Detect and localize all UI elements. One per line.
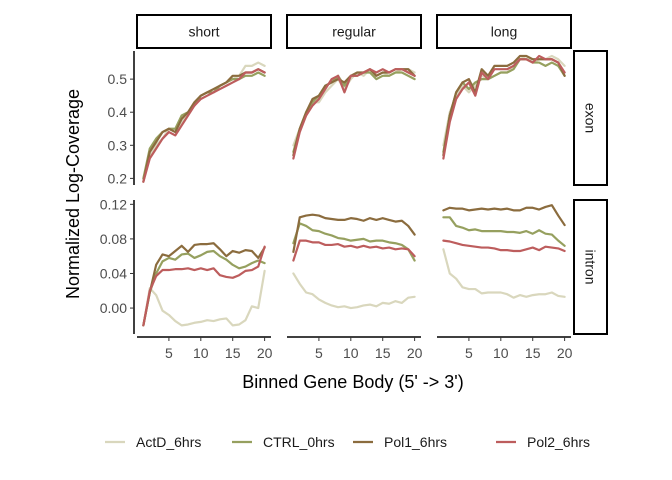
x-tick-label: 20 xyxy=(257,345,273,361)
legend-item-CTRL_0hrs: CTRL_0hrs xyxy=(232,434,335,450)
series-line-Pol2_6hrs xyxy=(442,239,566,253)
series-line-CTRL_0hrs xyxy=(442,216,566,247)
x-tick-label: 15 xyxy=(225,345,241,361)
legend-label: Pol2_6hrs xyxy=(527,434,590,450)
y-axis-intron: 0.00 0.04 0.08 0.12 xyxy=(100,196,135,334)
panel-regular-intron xyxy=(292,213,416,310)
panel-regular-exon xyxy=(292,68,416,160)
series-line-Pol2_6hrs xyxy=(442,54,566,160)
strips-layer: short regular long exon intron xyxy=(136,14,608,335)
strip-box xyxy=(573,199,608,335)
y-tick-label: 0.00 xyxy=(100,300,127,316)
y-axis-title: Normalized Log-Coverage xyxy=(63,89,83,299)
y-tick-label: 0.04 xyxy=(100,265,127,281)
strip-label-intron: intron xyxy=(583,249,599,284)
x-axis-long: 5 10 15 20 xyxy=(437,336,573,361)
panel-long-intron xyxy=(442,204,566,299)
x-tick-label: 5 xyxy=(165,345,173,361)
series-line-Pol1_6hrs xyxy=(442,204,566,227)
series-line-Pol1_6hrs xyxy=(442,54,566,157)
panel-short-intron xyxy=(142,242,266,327)
legend: ActD_6hrs CTRL_0hrs Pol1_6hrs Pol2_6hrs xyxy=(105,434,590,450)
x-axis-short: 5 10 15 20 xyxy=(137,336,273,361)
series-line-Pol1_6hrs xyxy=(142,242,266,327)
series-line-Pol1_6hrs xyxy=(142,68,266,183)
series-line-ActD_6hrs xyxy=(142,61,266,180)
y-tick-label: 0.08 xyxy=(100,231,127,247)
legend-label: ActD_6hrs xyxy=(136,434,201,450)
strip-exon: exon xyxy=(573,50,608,186)
legend-label: CTRL_0hrs xyxy=(263,434,335,450)
series-line-Pol2_6hrs xyxy=(292,239,416,262)
series-line-CTRL_0hrs xyxy=(142,71,266,180)
x-tick-label: 15 xyxy=(525,345,541,361)
x-tick-label: 10 xyxy=(193,345,209,361)
legend-item-ActD_6hrs: ActD_6hrs xyxy=(105,434,201,450)
legend-item-Pol2_6hrs: Pol2_6hrs xyxy=(496,434,590,450)
axes-layer: 0.2 0.3 0.4 0.5 0.00 0.04 0.08 0.12 5 10 15 20 5 10 15… xyxy=(100,51,573,361)
legend-item-Pol1_6hrs: Pol1_6hrs xyxy=(353,434,447,450)
y-tick-label: 0.12 xyxy=(100,196,127,212)
strip-label-long: long xyxy=(491,24,517,40)
strip-box xyxy=(573,50,608,186)
panel-short-exon xyxy=(142,61,266,183)
panels-layer xyxy=(142,54,566,327)
y-tick-label: 0.5 xyxy=(108,71,128,87)
y-tick-label: 0.3 xyxy=(108,137,128,153)
series-line-Pol2_6hrs xyxy=(142,68,266,183)
strip-label-short: short xyxy=(188,24,219,40)
x-tick-label: 5 xyxy=(315,345,323,361)
series-line-Pol1_6hrs xyxy=(292,68,416,157)
series-line-Pol2_6hrs xyxy=(142,245,266,327)
x-tick-label: 10 xyxy=(493,345,509,361)
x-tick-label: 20 xyxy=(407,345,423,361)
x-axis-regular: 5 10 15 20 xyxy=(287,336,423,361)
x-tick-label: 10 xyxy=(343,345,359,361)
strip-box xyxy=(436,14,572,49)
series-line-CTRL_0hrs xyxy=(142,249,266,327)
strip-regular: regular xyxy=(286,14,422,49)
y-tick-label: 0.4 xyxy=(108,104,128,120)
x-tick-label: 20 xyxy=(557,345,573,361)
strip-label-regular: regular xyxy=(332,24,376,40)
strip-intron: intron xyxy=(573,199,608,335)
y-tick-label: 0.2 xyxy=(108,170,128,186)
x-axis-title: Binned Gene Body (5' -> 3') xyxy=(242,372,464,392)
strip-label-exon: exon xyxy=(583,103,599,133)
series-line-CTRL_0hrs xyxy=(292,71,416,154)
legend-label: Pol1_6hrs xyxy=(384,434,447,450)
strip-box xyxy=(136,14,272,49)
panel-long-exon xyxy=(442,54,566,160)
series-line-Pol1_6hrs xyxy=(292,213,416,253)
strip-box xyxy=(286,14,422,49)
series-line-ActD_6hrs xyxy=(142,269,266,327)
series-line-ActD_6hrs xyxy=(292,272,416,310)
series-line-Pol2_6hrs xyxy=(292,68,416,160)
x-tick-label: 5 xyxy=(465,345,473,361)
x-tick-label: 15 xyxy=(375,345,391,361)
series-line-CTRL_0hrs xyxy=(292,222,416,262)
y-axis-exon: 0.2 0.3 0.4 0.5 xyxy=(108,51,135,186)
strip-long: long xyxy=(436,14,572,49)
strip-short: short xyxy=(136,14,272,49)
series-line-ActD_6hrs xyxy=(442,248,566,299)
series-line-CTRL_0hrs xyxy=(442,58,566,154)
